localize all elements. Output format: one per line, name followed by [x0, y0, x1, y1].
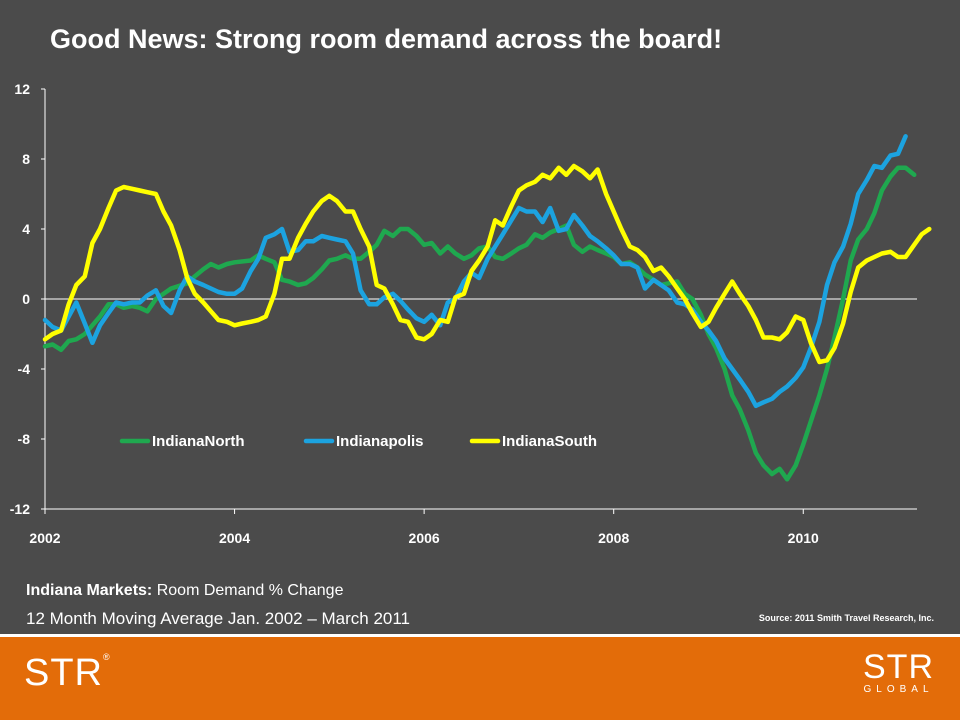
x-tick-label: 2002 [29, 530, 60, 546]
legend-label: Indianapolis [336, 433, 424, 450]
x-tick-label: 2004 [219, 530, 250, 546]
x-tick-label: 2010 [788, 530, 819, 546]
caption-rest: Room Demand % Change [152, 582, 344, 599]
y-tick-label: 8 [22, 151, 30, 167]
y-tick-label: 12 [14, 81, 30, 97]
x-tick-label: 2008 [598, 530, 629, 546]
footer-divider [0, 634, 960, 637]
y-tick-label: -12 [10, 501, 30, 517]
str-global-logo-sub: GLOBAL [863, 684, 934, 695]
chart-caption: Indiana Markets: Room Demand % Change [26, 582, 343, 600]
chart-series [42, 134, 932, 482]
y-tick-label: -8 [18, 431, 31, 447]
series-line-indianasouth [42, 163, 932, 365]
footer-bar [0, 637, 960, 720]
str-global-logo-text: STR [863, 648, 934, 686]
registered-mark: ® [103, 652, 110, 662]
chart-legend: IndianaNorth Indianapolis IndianaSouth [119, 433, 597, 450]
str-logo-text: STR [24, 652, 103, 694]
y-tick-label: 0 [22, 291, 30, 307]
chart-caption-period: 12 Month Moving Average Jan. 2002 – Marc… [26, 609, 411, 628]
legend-label: IndianaSouth [502, 433, 597, 450]
chart-axes: 12 8 4 0 -4 -8 -12 2002 2004 2006 2008 2010 [10, 81, 917, 546]
str-logo-icon: STR® [24, 652, 110, 695]
slide-title: Good News: Strong room demand across the… [50, 24, 723, 54]
str-global-logo-icon: STR GLOBAL [863, 650, 934, 695]
source-note: Source: 2011 Smith Travel Research, Inc. [758, 613, 934, 623]
y-tick-label: 4 [22, 221, 30, 237]
caption-bold: Indiana Markets: [26, 582, 153, 599]
legend-label: IndianaNorth [152, 433, 245, 450]
line-chart: 12 8 4 0 -4 -8 -12 2002 2004 2006 2008 2010 Indiana… [10, 81, 932, 546]
x-tick-label: 2006 [409, 530, 440, 546]
y-tick-label: -4 [18, 361, 31, 377]
series-line-indianapolis [42, 134, 908, 409]
